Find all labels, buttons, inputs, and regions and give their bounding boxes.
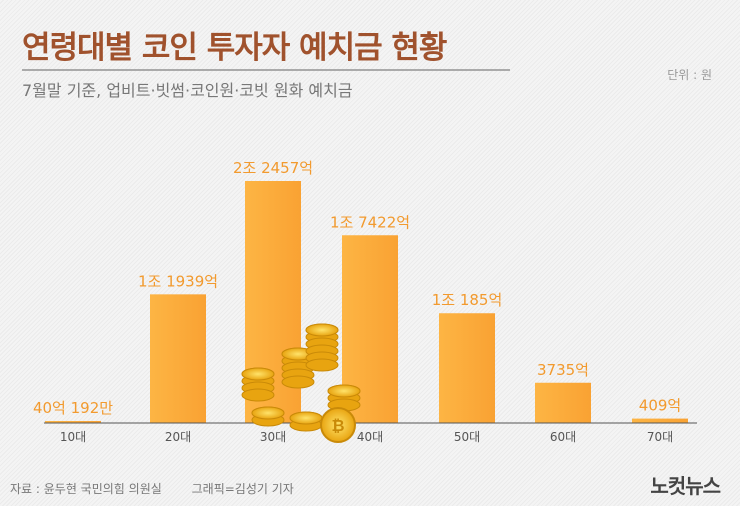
data-label: 1조 7422억 [330,213,410,231]
bar [150,294,206,423]
data-label: 2조 2457억 [233,159,313,177]
bar [439,313,495,423]
bar [535,382,591,423]
x-tick-label: 20대 [165,430,191,444]
data-label: 409억 [639,397,681,415]
coin-icon [241,388,275,402]
footer: 자료 : 윤두현 국민의힘 의원실 그래픽=김성기 기자 [10,480,320,497]
x-tick-label: 40대 [357,430,383,444]
bitcoin-symbol-icon: ₿ [331,416,344,435]
coin-icon [305,358,339,372]
coin-icon [281,375,315,389]
bitcoin-coin-icon [320,407,356,443]
data-label: 1조 1939억 [138,272,218,290]
data-label: 40억 192만 [33,399,113,417]
subtitle: 7월말 기준, 업비트·빗썸·코인원·코빗 원화 예치금 [22,81,353,100]
credit-text: 그래픽=김성기 기자 [191,482,294,496]
x-tick-label: 60대 [550,430,576,444]
x-tick-label: 70대 [647,430,673,444]
x-tick-label: 30대 [260,430,286,444]
unit-label: 단위 : 원 [667,68,712,82]
bar [632,418,688,423]
x-tick-label: 50대 [454,430,480,444]
coin-icon [327,384,361,398]
data-label: 1조 185억 [432,291,503,309]
bar [45,421,101,423]
title-divider [22,69,510,71]
coin-icon [305,323,339,337]
data-label: 3735억 [537,361,589,379]
page-title: 연령대별 코인 투자자 예치금 현황 [22,30,447,66]
coin-icon [251,406,285,420]
coin-icon [289,411,323,425]
logo: 노컷뉴스 [650,474,721,498]
coin-icon [241,367,275,381]
source-text: 자료 : 윤두현 국민의힘 의원실 [10,482,162,496]
x-tick-label: 10대 [60,430,86,444]
